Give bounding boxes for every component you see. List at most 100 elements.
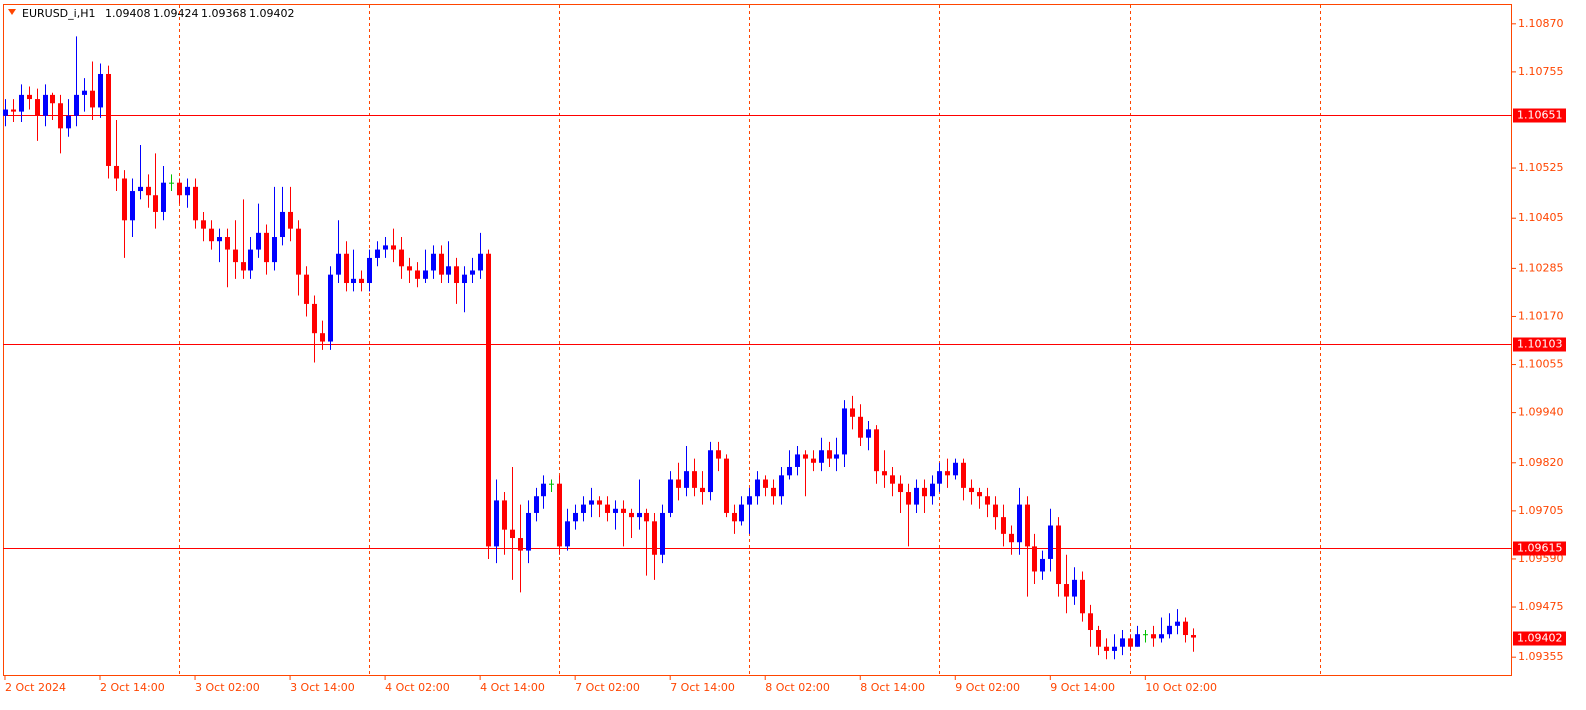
candle-body: [945, 471, 950, 476]
candle-body: [1080, 579, 1085, 614]
ohlc-high: 1.09424: [153, 7, 199, 20]
y-tick-label: 1.09475: [1518, 600, 1564, 613]
candle-body: [146, 186, 151, 196]
candle-body: [629, 512, 634, 518]
candle-body: [272, 237, 277, 263]
candle-body: [1135, 634, 1140, 647]
candle-body: [494, 500, 499, 547]
candle-body: [534, 496, 539, 513]
candle-body: [906, 492, 911, 505]
y-tick-label: 1.10055: [1518, 358, 1564, 371]
x-tick-label: 10 Oct 02:00: [1145, 681, 1217, 694]
y-tick-label: 1.09705: [1518, 504, 1564, 517]
y-tick-label: 1.10405: [1518, 211, 1564, 224]
candle-body: [1056, 525, 1061, 585]
ohlc-open: 1.09408: [105, 7, 151, 20]
x-tick-label: 7 Oct 14:00: [670, 681, 735, 694]
candle-body: [779, 475, 784, 497]
candle-body: [502, 500, 507, 530]
candle-body: [82, 90, 87, 95]
candle-body: [771, 487, 776, 497]
candle-body: [1096, 630, 1101, 647]
candle-body: [367, 257, 372, 284]
candle-body: [858, 416, 863, 438]
candle-body: [993, 504, 998, 518]
menu-arrow[interactable]: [8, 9, 16, 15]
candle-body: [811, 458, 816, 463]
candle-body: [27, 94, 32, 100]
candle-body: [985, 496, 990, 505]
candle-body: [589, 500, 594, 505]
candle-body: [1128, 638, 1133, 647]
candle-body: [518, 538, 523, 551]
candle-body: [415, 270, 420, 279]
y-tick-label: 1.09820: [1518, 456, 1564, 469]
x-tick-label: 8 Oct 14:00: [860, 681, 925, 694]
candle-body: [922, 487, 927, 497]
candle-body: [130, 191, 135, 221]
candle-body: [470, 270, 475, 275]
candle-body: [819, 450, 824, 463]
candle-body: [850, 408, 855, 417]
candle-body: [930, 483, 935, 497]
level-label: 1.10103: [1517, 338, 1563, 351]
x-tick-label: 7 Oct 02:00: [575, 681, 640, 694]
candle-body: [264, 232, 269, 263]
level-label-box: [1513, 541, 1566, 556]
candle-body: [1167, 625, 1172, 635]
candle-body: [890, 475, 895, 484]
level-label-box: [1513, 108, 1566, 123]
candle-body: [66, 115, 71, 129]
candle-body: [969, 487, 974, 493]
candle-body: [1072, 579, 1077, 597]
candle-body: [1183, 621, 1188, 636]
candle-body: [114, 165, 119, 179]
y-tick-label: 1.10525: [1518, 161, 1564, 174]
candle-body: [35, 99, 40, 116]
candle-body: [43, 94, 48, 116]
candle-body: [1025, 504, 1030, 547]
candle-body: [613, 508, 618, 513]
candle-body: [1175, 621, 1180, 626]
candle-body: [510, 529, 515, 539]
x-tick-label: 3 Oct 02:00: [195, 681, 260, 694]
candle-body: [209, 228, 214, 242]
candle-body: [676, 479, 681, 488]
candle-body: [138, 186, 143, 192]
x-tick-label: 4 Oct 14:00: [480, 681, 545, 694]
candle-body: [280, 211, 285, 238]
candle-body: [732, 512, 737, 522]
candle-body: [304, 274, 309, 304]
candle-body: [256, 232, 261, 250]
candle-body: [1104, 646, 1109, 651]
candle-body: [106, 73, 111, 166]
y-tick-label: 1.10285: [1518, 261, 1564, 274]
chart-title: EURUSD_i,H1: [22, 7, 95, 20]
candle-body: [763, 479, 768, 488]
candle-body: [684, 471, 689, 488]
x-tick-label: 8 Oct 02:00: [765, 681, 830, 694]
candle-body: [312, 303, 317, 334]
candle-body: [217, 237, 222, 242]
candle-body: [351, 278, 356, 284]
x-tick-label: 3 Oct 14:00: [290, 681, 355, 694]
candle-body: [383, 245, 388, 250]
candle-body: [1112, 646, 1117, 651]
candle-body: [621, 508, 626, 513]
candle-body: [328, 274, 333, 342]
candle-body: [201, 220, 206, 229]
candle-body: [1040, 558, 1045, 572]
candle-body: [834, 454, 839, 459]
candle-body: [478, 253, 483, 271]
candle-body: [644, 512, 649, 522]
candle-body: [1120, 638, 1125, 647]
candle-body: [882, 471, 887, 476]
x-tick-label: 9 Oct 02:00: [955, 681, 1020, 694]
ohlc-close: 1.09402: [249, 7, 295, 20]
candle-body: [660, 512, 665, 555]
y-tick-label: 1.09940: [1518, 406, 1564, 419]
candle-body: [1048, 525, 1053, 559]
candle-body: [50, 94, 55, 104]
candle-body: [1017, 504, 1022, 543]
candle-body: [1064, 584, 1069, 597]
